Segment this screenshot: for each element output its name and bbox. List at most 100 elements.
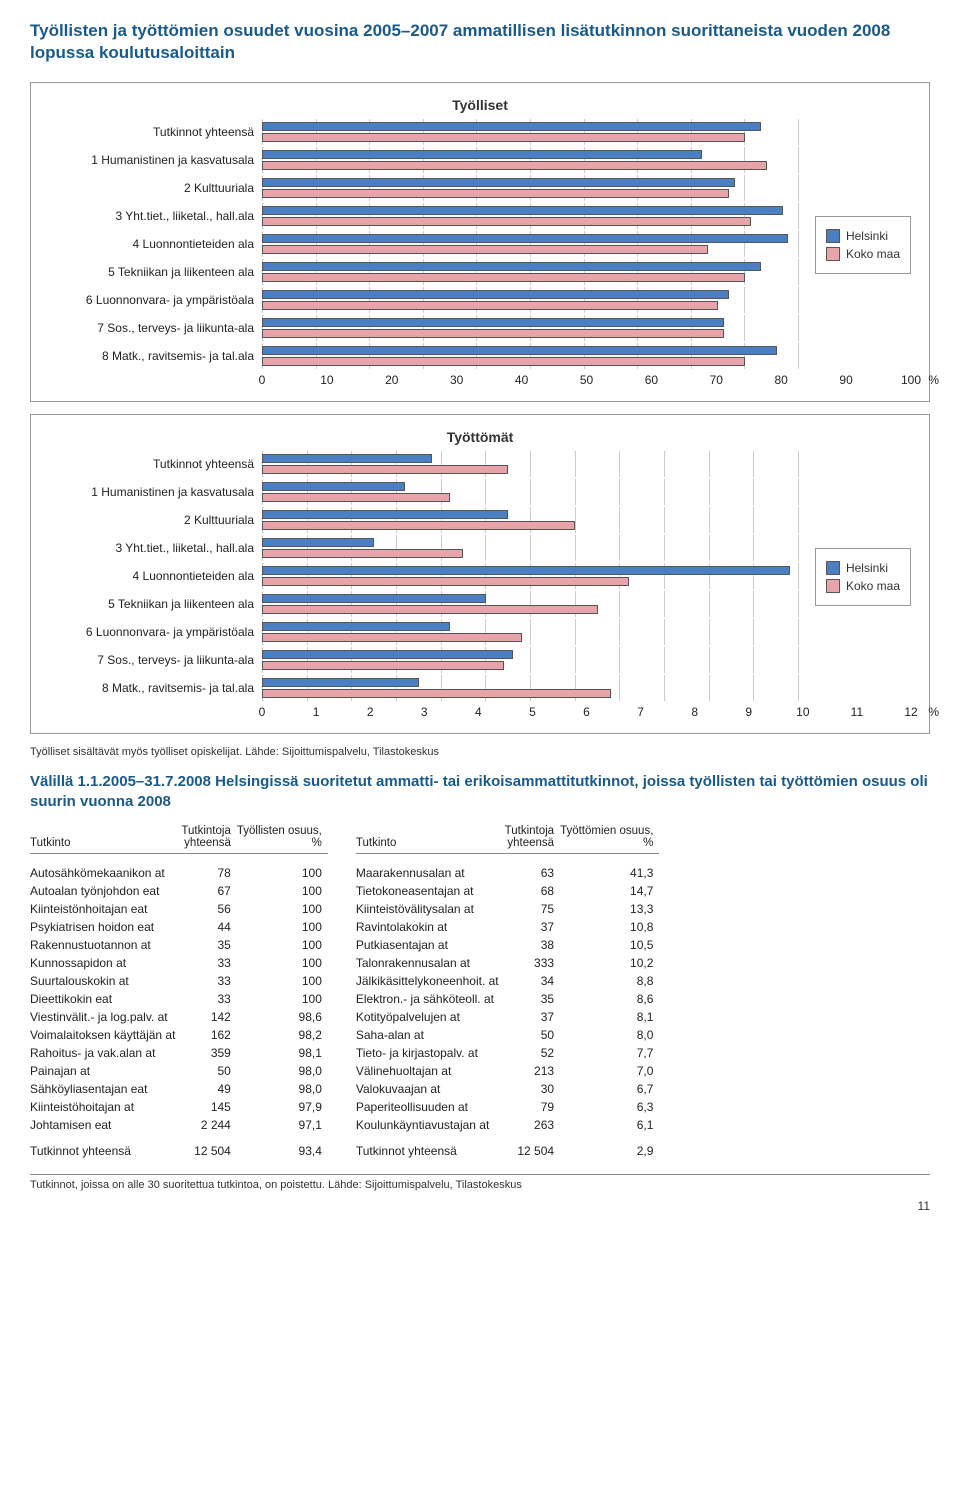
axis-tick: 1: [313, 705, 320, 719]
table-cell: 68: [505, 882, 560, 900]
table-cell: 67: [181, 882, 236, 900]
table-cell: 8,6: [560, 990, 659, 1008]
table-row: Jälkikäsittelykoneenhoit. at348,8: [356, 972, 660, 990]
bar-kokomaa: [262, 689, 611, 698]
bar-helsinki: [262, 482, 405, 491]
bars-cell: [262, 591, 799, 617]
table-total-row: Tutkinnot yhteensä12 50493,4: [30, 1134, 328, 1160]
axis-tick: 12: [904, 705, 917, 719]
bars-cell: [262, 479, 799, 505]
bar-helsinki: [262, 622, 450, 631]
bars-cell: [262, 231, 799, 257]
category-label: 6 Luonnonvara- ja ympäristöala: [49, 293, 262, 307]
table-cell: Kiinteistöhoitajan at: [30, 1098, 181, 1116]
table-cell: 35: [505, 990, 560, 1008]
table-cell: Saha-alan at: [356, 1026, 505, 1044]
table-row: Tietokoneasentajan at6814,7: [356, 882, 660, 900]
chart-row: 4 Luonnontieteiden ala: [49, 231, 799, 257]
category-label: 4 Luonnontieteiden ala: [49, 237, 262, 251]
chart-row: 8 Matk., ravitsemis- ja tal.ala: [49, 675, 799, 701]
table-cell: Viestinvälit.- ja log.palv. at: [30, 1008, 181, 1026]
table-cell: 145: [181, 1098, 236, 1116]
table-row: Valokuvaajan at306,7: [356, 1080, 660, 1098]
axis-tick: 10: [320, 373, 333, 387]
table-row: Koulunkäyntiavustajan at2636,1: [356, 1116, 660, 1134]
bar-kokomaa: [262, 357, 745, 366]
table-cell: 79: [505, 1098, 560, 1116]
chart-row: 5 Tekniikan ja liikenteen ala: [49, 591, 799, 617]
legend-swatch-kokomaa: [826, 247, 840, 261]
table-header: Työttömien osuus,%: [560, 823, 659, 854]
table-cell: Tutkinnot yhteensä: [356, 1134, 505, 1160]
table-cell: Johtamisen eat: [30, 1116, 181, 1134]
table-cell: 97,9: [237, 1098, 328, 1116]
table-cell: Psykiatrisen hoidon eat: [30, 918, 181, 936]
table-cell: 8,0: [560, 1026, 659, 1044]
category-label: 3 Yht.tiet., liiketal., hall.ala: [49, 541, 262, 555]
table-cell: 7,7: [560, 1044, 659, 1062]
table-cell: Autoalan työnjohdon eat: [30, 882, 181, 900]
table-row: Talonrakennusalan at33310,2: [356, 954, 660, 972]
table-cell: 98,2: [237, 1026, 328, 1044]
legend-label-kokomaa: Koko maa: [846, 579, 900, 593]
bars-cell: [262, 259, 799, 285]
bars-cell: [262, 675, 799, 701]
bars-cell: [262, 203, 799, 229]
chart-row: 4 Luonnontieteiden ala: [49, 563, 799, 589]
table-cell: 37: [505, 918, 560, 936]
bar-helsinki: [262, 510, 508, 519]
chart-row: Tutkinnot yhteensä: [49, 451, 799, 477]
table-cell: Valokuvaajan at: [356, 1080, 505, 1098]
axis-tick: 60: [645, 373, 658, 387]
chart1-legend: Helsinki Koko maa: [815, 216, 911, 274]
bar-kokomaa: [262, 661, 504, 670]
legend-swatch-helsinki: [826, 561, 840, 575]
table-cell: 78: [181, 864, 236, 882]
chart-row: 1 Humanistinen ja kasvatusala: [49, 479, 799, 505]
bar-kokomaa: [262, 549, 463, 558]
bars-cell: [262, 343, 799, 369]
axis-tick: 80: [775, 373, 788, 387]
table-cell: Kiinteistönhoitajan eat: [30, 900, 181, 918]
axis-tick: 2: [367, 705, 374, 719]
page-title: Työllisten ja työttömien osuudet vuosina…: [30, 20, 930, 64]
table-row: Kiinteistönhoitajan eat56100: [30, 900, 328, 918]
table-cell: 52: [505, 1044, 560, 1062]
bar-helsinki: [262, 566, 790, 575]
table-cell: Koulunkäyntiavustajan at: [356, 1116, 505, 1134]
table-cell: 142: [181, 1008, 236, 1026]
bar-helsinki: [262, 318, 724, 327]
chart-row: 3 Yht.tiet., liiketal., hall.ala: [49, 535, 799, 561]
legend-swatch-helsinki: [826, 229, 840, 243]
table-cell: 7,0: [560, 1062, 659, 1080]
bar-helsinki: [262, 346, 777, 355]
table-row: Putkiasentajan at3810,5: [356, 936, 660, 954]
chart1-xaxis: 0102030405060708090100%: [262, 373, 911, 389]
bar-helsinki: [262, 150, 702, 159]
table-cell: 100: [237, 972, 328, 990]
table-cell: 30: [505, 1080, 560, 1098]
table-row: Kiinteistöhoitajan at14597,9: [30, 1098, 328, 1116]
table-cell: 75: [505, 900, 560, 918]
chart-row: 7 Sos., terveys- ja liikunta-ala: [49, 315, 799, 341]
chart1-title: Työlliset: [49, 97, 911, 113]
table-cell: Paperiteollisuuden at: [356, 1098, 505, 1116]
category-label: Tutkinnot yhteensä: [49, 457, 262, 471]
table-unemployed: TutkintoTutkintojayhteensäTyöttömien osu…: [356, 823, 660, 1160]
table-cell: Rakennustuotannon at: [30, 936, 181, 954]
bar-helsinki: [262, 262, 761, 271]
bar-kokomaa: [262, 493, 450, 502]
table-cell: 35: [181, 936, 236, 954]
table-cell: 33: [181, 954, 236, 972]
axis-tick: 100: [901, 373, 921, 387]
axis-tick: 7: [637, 705, 644, 719]
table-cell: 38: [505, 936, 560, 954]
legend-label-helsinki: Helsinki: [846, 229, 888, 243]
table-cell: 37: [505, 1008, 560, 1026]
table-cell: 14,7: [560, 882, 659, 900]
table-row: Autosähkömekaanikon at78100: [30, 864, 328, 882]
table-cell: 6,1: [560, 1116, 659, 1134]
category-label: 7 Sos., terveys- ja liikunta-ala: [49, 653, 262, 667]
axis-tick: 10: [796, 705, 809, 719]
table-cell: 162: [181, 1026, 236, 1044]
